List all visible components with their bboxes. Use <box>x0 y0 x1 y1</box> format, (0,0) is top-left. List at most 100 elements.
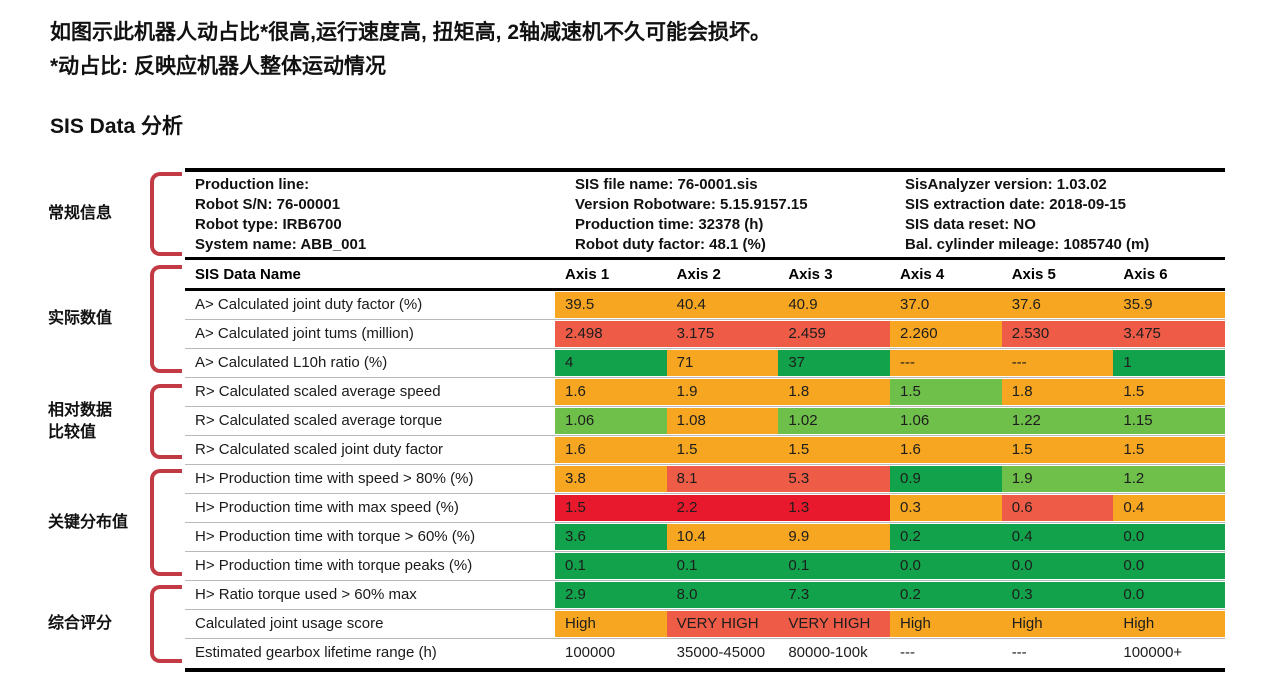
table-cell: 8.1 <box>666 466 779 492</box>
info-line: Robot S/N: 76-00001 <box>195 196 341 213</box>
group-bracket <box>150 384 182 459</box>
row-label: Estimated gearbox lifetime range (h) <box>195 644 437 661</box>
group-bracket <box>150 585 182 663</box>
table-row: R> Calculated scaled joint duty factor 1.… <box>185 436 1226 465</box>
table-cell: 40.9 <box>778 292 891 318</box>
table-row: A> Calculated joint duty factor (%) 39.5 4… <box>185 291 1226 320</box>
row-cells: 39.5 40.4 40.9 37.0 37.6 35.9 <box>555 291 1226 319</box>
table-cell: 1.5 <box>778 437 891 463</box>
row-label: H> Production time with torque > 60% (%) <box>195 528 476 545</box>
group-bracket <box>150 265 182 373</box>
info-line: SisAnalyzer version: 1.03.02 <box>905 176 1107 193</box>
table-cell: 0.0 <box>890 553 1002 579</box>
side-group-label: 综合评分 <box>48 615 113 632</box>
row-cells: High VERY HIGH VERY HIGH High High High <box>555 610 1226 638</box>
table-cell: 0.4 <box>1113 495 1226 521</box>
column-header-axis: Axis 2 <box>676 265 721 283</box>
table-cell: 1.02 <box>778 408 891 434</box>
row-label: A> Calculated L10h ratio (%) <box>195 354 388 371</box>
row-gutter <box>545 581 555 609</box>
table-cell: 35000-45000 <box>676 644 766 661</box>
column-header-name: SIS Data Name <box>195 265 301 283</box>
row-cells: 1.6 1.9 1.8 1.5 1.8 1.5 <box>555 378 1226 406</box>
table-cell: --- <box>1011 644 1027 661</box>
row-label: Calculated joint usage score <box>195 615 384 632</box>
table-cell: VERY HIGH <box>778 611 891 637</box>
table-cell: 37.6 <box>1001 292 1114 318</box>
table-row: R> Calculated scaled average speed 1.6 1.9… <box>185 378 1226 407</box>
group-bracket <box>150 172 182 256</box>
table-cell: 35.9 <box>1113 292 1226 318</box>
side-group-label: 相对数据 比较值 <box>48 401 113 441</box>
table-row: H> Production time with max speed (%) 1.5… <box>185 494 1226 523</box>
column-header-axis: Axis 3 <box>788 265 833 283</box>
intro-line-2: *动占比: 反映应机器人整体运动情况 <box>50 55 386 78</box>
table-cell: VERY HIGH <box>666 611 779 637</box>
table-cell: 2.498 <box>555 321 667 347</box>
row-gutter <box>545 552 555 580</box>
row-cells: 2.9 8.0 7.3 0.2 0.3 0.0 <box>555 581 1226 609</box>
row-cells: 1.6 1.5 1.5 1.6 1.5 1.5 <box>555 436 1226 464</box>
table-cell: 1.8 <box>778 379 891 405</box>
row-gutter <box>545 465 555 493</box>
row-gutter <box>545 349 555 377</box>
row-gutter <box>545 494 555 522</box>
row-gutter <box>545 378 555 406</box>
table-cell: 37.0 <box>890 292 1002 318</box>
side-group: 关键分布值 <box>48 469 182 576</box>
table-cell: 8.0 <box>666 582 779 608</box>
table-row: H> Ratio torque used > 60% max 2.9 8.0 7.3 0… <box>185 581 1226 610</box>
table-cell: 3.175 <box>666 321 779 347</box>
table-cell: 1.5 <box>1001 437 1114 463</box>
side-group: 相对数据 比较值 <box>48 384 182 459</box>
table-cell: 1.9 <box>1001 466 1114 492</box>
table-cell: 0.1 <box>778 553 891 579</box>
row-gutter <box>545 523 555 551</box>
table-cell: 5.3 <box>778 466 891 492</box>
info-column: Production line: Robot S/N: 76-00001 Robot… <box>185 175 565 257</box>
table-cell: 1.8 <box>1001 379 1114 405</box>
row-cells: 100000 35000-45000 80000-100k --- --- 100000+ <box>555 639 1225 668</box>
table-cell: 100000+ <box>1123 644 1183 661</box>
table-row: A> Calculated L10h ratio (%) 4 71 37 --- --- 1 <box>185 349 1226 378</box>
column-header-axis: Axis 1 <box>565 265 610 283</box>
row-label: H> Production time with max speed (%) <box>195 499 459 516</box>
table-cell: 1.5 <box>555 495 667 521</box>
table-cell: 3.6 <box>555 524 667 550</box>
table-cell: 1.08 <box>666 408 779 434</box>
table-row: H> Production time with speed > 80% (%) 3… <box>185 465 1226 494</box>
table-row: Calculated joint usage score High VERY HIG… <box>185 610 1226 639</box>
table-cell: 0.2 <box>890 524 1002 550</box>
table-cell: 0.3 <box>1001 582 1114 608</box>
table-cell: 3.475 <box>1113 321 1226 347</box>
info-line: Version Robotware: 5.15.9157.15 <box>575 196 808 213</box>
table-top-border <box>185 168 1225 172</box>
table-cell: 39.5 <box>555 292 667 318</box>
table-cell: High <box>1113 611 1226 637</box>
table-cell: 1.5 <box>1113 379 1226 405</box>
info-line: SIS extraction date: 2018-09-15 <box>905 196 1126 213</box>
table-cell: 1.5 <box>890 379 1002 405</box>
info-line: SIS data reset: NO <box>905 216 1036 233</box>
table-cell: High <box>1001 611 1114 637</box>
table-header-row: SIS Data Name Axis 1 Axis 2 Axis 3 Axis 4 Ax… <box>185 260 1225 288</box>
row-gutter <box>545 320 555 348</box>
table-cell: 0.9 <box>890 466 1002 492</box>
info-line: Bal. cylinder mileage: 1085740 (m) <box>905 236 1150 253</box>
table-cell: High <box>555 611 667 637</box>
table-cell: 37 <box>778 350 891 376</box>
info-line: System name: ABB_001 <box>195 236 367 253</box>
row-cells: 1.5 2.2 1.3 0.3 0.6 0.4 <box>555 494 1226 522</box>
info-line: Production line: <box>195 176 310 193</box>
table-cell: 4 <box>555 350 667 376</box>
row-label: R> Calculated scaled average speed <box>195 383 441 400</box>
column-header-axis: Axis 4 <box>900 265 945 283</box>
table-cell: 1.2 <box>1113 466 1226 492</box>
section-title: SIS Data 分析 <box>50 115 184 138</box>
table-body: A> Calculated joint duty factor (%) 39.5 4… <box>185 291 1226 668</box>
column-header-axis: Axis 6 <box>1123 265 1168 283</box>
table-row: Estimated gearbox lifetime range (h) 1000… <box>185 639 1225 668</box>
table-cell: 0.0 <box>1113 524 1226 550</box>
table-cell: --- <box>890 350 1002 376</box>
